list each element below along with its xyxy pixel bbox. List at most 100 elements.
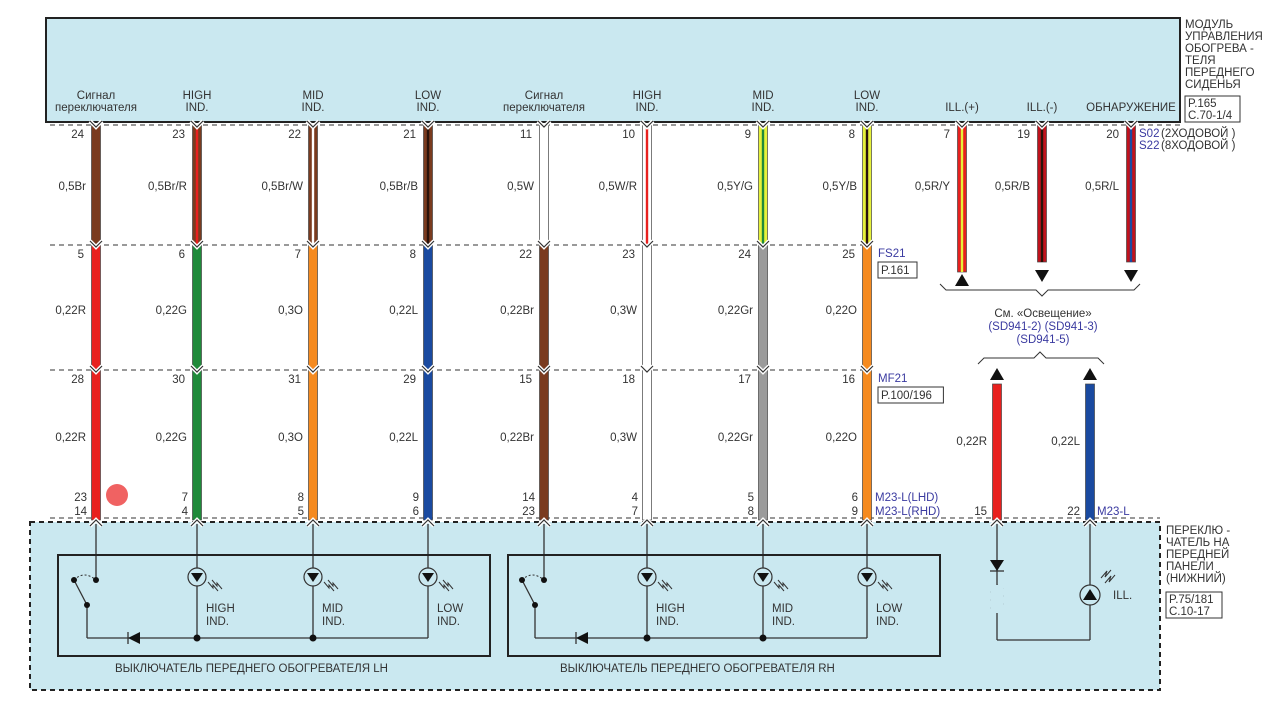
- pin-number-lhd: 8: [298, 492, 304, 504]
- wire-spec: 0,22R: [55, 305, 86, 317]
- led-icon: [307, 573, 319, 582]
- connector-terminal: [306, 240, 320, 248]
- indicator-label: MID: [322, 603, 343, 615]
- wire-spec: 0,22Br: [500, 305, 534, 317]
- module-pin-label: ОБНАРУЖЕНИЕ: [1086, 102, 1176, 114]
- ill-label: ILL.: [1113, 590, 1132, 602]
- wire-spec: 0,22Gr: [718, 305, 753, 317]
- wire-segment: [192, 244, 202, 371]
- switch-lever-icon: [73, 579, 88, 606]
- switch-contact: [519, 577, 525, 583]
- connector-terminal: [640, 519, 654, 527]
- pin-number: 5: [78, 249, 84, 261]
- wire-spec: 0,5Br/W: [261, 181, 303, 193]
- wire-segment: [862, 244, 872, 371]
- indicator-label: IND.: [322, 616, 345, 628]
- wire-spec: 0,22Br: [500, 432, 534, 444]
- pin-number: 16: [842, 374, 855, 386]
- wire-spec: 0,5W/R: [599, 181, 637, 193]
- diode-icon: [128, 632, 140, 644]
- wire-spec: 0,22O: [826, 432, 857, 444]
- touch-indicator: [106, 484, 128, 506]
- pin-number: 6: [179, 249, 185, 261]
- wire-segment: [91, 124, 101, 246]
- connector-m23-rhd: M23-L(RHD): [875, 506, 940, 518]
- connector-fs21: FS21: [878, 248, 906, 260]
- module-pin-label: переключателя: [503, 102, 585, 114]
- connector-terminal: [421, 519, 435, 527]
- indicator-label: HIGH: [656, 603, 685, 615]
- wire-spec: 0,22G: [156, 305, 187, 317]
- junction-dot: [309, 634, 317, 642]
- pin-number: 17: [738, 374, 751, 386]
- pin-number: 20: [1106, 129, 1119, 141]
- wire-segment: [758, 244, 768, 371]
- connector-m23-lhd: M23-L(LHD): [875, 492, 938, 504]
- pin-number: 15: [974, 506, 987, 518]
- connector-terminal: [1035, 120, 1049, 128]
- pin-number-rhd: 14: [74, 506, 87, 518]
- wire-segment: [642, 244, 652, 371]
- connector-terminal: [537, 365, 551, 373]
- arrow-up-icon: [1083, 368, 1097, 380]
- diode-icon: [990, 560, 1004, 571]
- pin-number: 28: [71, 374, 84, 386]
- switch-contact: [71, 577, 77, 583]
- module-ref-box: [1184, 95, 1241, 123]
- indicator-label: IND.: [876, 616, 899, 628]
- light-rays-icon: [323, 579, 339, 592]
- module-title: МОДУЛЬ: [1185, 19, 1233, 31]
- light-rays-icon: [877, 579, 893, 592]
- wire-spec: 0,5Y/G: [717, 181, 753, 193]
- pin-number-lhd: 4: [632, 492, 639, 504]
- heater-switch-title: ВЫКЛЮЧАТЕЛЬ ПЕРЕДНЕГО ОБОГРЕВАТЕЛЯ RH: [560, 663, 835, 675]
- module-pin-label: IND.: [186, 102, 209, 114]
- wire-spec: 0,5Br/B: [380, 181, 419, 193]
- brace: [939, 283, 1141, 297]
- connector-terminal: [421, 240, 435, 248]
- connector-terminal: [860, 519, 874, 527]
- wire-segment: [91, 244, 101, 371]
- connector-terminal: [640, 120, 654, 128]
- pin-number: 31: [288, 374, 301, 386]
- lighting-ref-title: См. «Освещение»: [994, 308, 1091, 320]
- wire-stripe: [960, 125, 964, 272]
- connector-terminal: [89, 365, 103, 373]
- wire-stripe: [865, 125, 869, 245]
- connector-terminal: [860, 240, 874, 248]
- pin-number: 24: [71, 129, 84, 141]
- arrow-down-icon: [1124, 270, 1138, 282]
- ref-box-fs21-text: P.161: [881, 265, 910, 277]
- wire-spec: 0,22O: [826, 305, 857, 317]
- panel-switch-title: (НИЖНИЙ): [1166, 572, 1226, 585]
- wire-segment: [539, 369, 549, 521]
- connector-terminal: [306, 519, 320, 527]
- pin-number: 29: [403, 374, 416, 386]
- module-title: ОБОГРЕВА -: [1185, 43, 1254, 55]
- module-title: СИДЕНЬЯ: [1185, 79, 1241, 91]
- pin-number: 22: [288, 129, 301, 141]
- diode-icon: [576, 632, 588, 644]
- junction-dot: [759, 634, 767, 642]
- connector-terminal: [756, 365, 770, 373]
- panel-switch-title: ЧАТЕЛЬ НА: [1166, 537, 1230, 549]
- wire-spec: 0,22G: [156, 432, 187, 444]
- connector-terminal: [190, 365, 204, 373]
- pin-number: 7: [944, 129, 950, 141]
- pin-number: 22: [519, 249, 532, 261]
- switch-contact: [541, 577, 547, 583]
- module-title: УПРАВЛЕНИЯ: [1185, 31, 1263, 43]
- connector-terminal: [306, 365, 320, 373]
- connector-terminal: [190, 519, 204, 527]
- indicator-label: IND.: [772, 616, 795, 628]
- variant-text: (8ХОДОВОЙ ): [1161, 139, 1236, 152]
- lighting-ref-link: (SD941-2) (SD941-3): [988, 321, 1097, 333]
- light-rays-icon: [1100, 569, 1116, 584]
- panel-ref-box: [1165, 591, 1223, 619]
- module-pin-label: MID: [752, 90, 773, 102]
- led-icon: [861, 573, 873, 582]
- pin-number-rhd: 23: [522, 506, 535, 518]
- wire-segment: [91, 369, 101, 521]
- heater-switch-box: [507, 554, 941, 657]
- led-icon: [641, 573, 653, 582]
